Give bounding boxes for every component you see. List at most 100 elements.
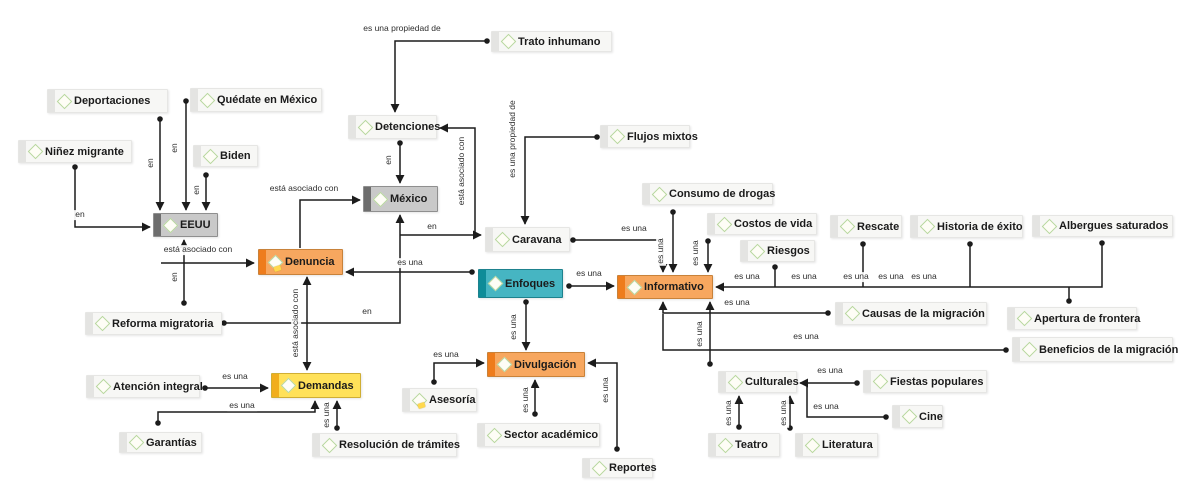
- concept-label: Literatura: [822, 439, 873, 451]
- node-color-bar: [601, 126, 608, 147]
- concept-label: Historia de éxito: [937, 220, 1023, 233]
- concept-node-riesgos[interactable]: Riesgos: [740, 240, 815, 262]
- concept-label: Niñez migrante: [45, 145, 124, 158]
- node-color-bar: [349, 116, 356, 138]
- concept-node-informativo[interactable]: Informativo: [617, 275, 713, 299]
- link-line: [662, 314, 1009, 353]
- concept-label: Garantías: [146, 436, 197, 449]
- node-color-bar: [479, 270, 486, 297]
- concept-node-beneficios-de-la-migracion[interactable]: Beneficios de la migración: [1012, 337, 1178, 362]
- concept-node-literatura[interactable]: Literatura: [795, 433, 878, 457]
- concept-node-teatro[interactable]: Teatro: [708, 433, 780, 457]
- node-color-bar: [709, 434, 716, 456]
- concept-node-historia-de-exito[interactable]: Historia de éxito: [910, 215, 1023, 238]
- concept-label: Reforma migratoria: [112, 317, 214, 330]
- concept-node-garantias[interactable]: Garantías: [119, 432, 202, 453]
- concept-label: Beneficios de la migración: [1039, 343, 1179, 356]
- concept-node-rescate[interactable]: Rescate: [830, 215, 902, 238]
- link-line: [520, 134, 600, 225]
- diamond-icon: [609, 128, 626, 145]
- diamond-icon: [27, 143, 44, 160]
- concept-label: Deportaciones: [74, 95, 151, 107]
- concept-node-resolucion-de-tramites[interactable]: Resolución de trámites: [312, 433, 461, 457]
- node-color-bar: [643, 184, 650, 204]
- concept-node-fiestas-populares[interactable]: Fiestas populares: [863, 370, 987, 393]
- diamond-icon: [626, 279, 643, 295]
- concept-label: Trato inhumano: [518, 35, 601, 48]
- diamond-icon: [56, 93, 73, 109]
- node-color-bar: [120, 433, 127, 452]
- concept-node-causas-de-la-migracion[interactable]: Causas de la migración: [835, 302, 987, 325]
- node-color-bar: [478, 424, 485, 446]
- node-color-bar: [19, 141, 26, 162]
- concept-node-asesoria[interactable]: Asesoría: [402, 388, 477, 412]
- node-color-bar: [492, 32, 499, 51]
- concept-label: Denuncia: [285, 256, 335, 268]
- node-color-bar: [154, 214, 161, 236]
- concept-node-biden[interactable]: Biden: [193, 145, 258, 167]
- link-line: [155, 400, 320, 426]
- concept-node-culturales[interactable]: Culturales: [718, 371, 799, 393]
- diamond-icon: [486, 427, 503, 443]
- link-line: [587, 358, 620, 452]
- diamond-icon: [872, 373, 889, 390]
- diamond-icon: [95, 378, 112, 395]
- concept-node-apertura-de-frontera[interactable]: Apertura de frontera: [1007, 307, 1140, 330]
- concept-node-demandas[interactable]: Demandas: [271, 373, 361, 398]
- concept-label: Sector académico: [504, 429, 599, 441]
- diamond-icon: [591, 460, 608, 476]
- diamond-icon: [727, 374, 744, 390]
- concept-node-atencion-integral[interactable]: Atención integral: [86, 375, 203, 398]
- concept-label: Flujos mixtos: [627, 130, 698, 143]
- concept-node-ninez-migrante[interactable]: Niñez migrante: [18, 140, 132, 163]
- concept-node-cine[interactable]: Cine: [892, 405, 943, 428]
- diamond-icon: [500, 33, 517, 50]
- concept-label: Teatro: [735, 439, 768, 451]
- diamond-icon: [1021, 341, 1038, 358]
- concept-node-divulgacion[interactable]: Divulgación: [487, 352, 585, 377]
- diamond-icon: [717, 437, 734, 453]
- concept-node-deportaciones[interactable]: Deportaciones: [47, 89, 168, 113]
- concept-node-enfoques[interactable]: Enfoques: [478, 269, 563, 298]
- concept-label: Consumo de drogas: [669, 188, 776, 200]
- concept-node-albergues-saturados[interactable]: Albergues saturados: [1032, 215, 1173, 237]
- link-line: [390, 38, 490, 113]
- concept-node-quedate-en-mexico[interactable]: Quédate en México: [190, 88, 322, 112]
- concept-node-denuncia[interactable]: Denuncia: [258, 249, 343, 275]
- node-color-bar: [618, 276, 625, 298]
- concept-label: Culturales: [745, 376, 799, 388]
- edit-annotation-icon: [417, 402, 426, 409]
- concept-label: Riesgos: [767, 245, 810, 257]
- concept-node-reforma-migratoria[interactable]: Reforma migratoria: [85, 312, 222, 335]
- node-color-bar: [486, 228, 493, 251]
- concept-node-eeuu[interactable]: EEUU: [153, 213, 218, 237]
- concept-node-caravana[interactable]: Caravana: [485, 227, 570, 252]
- concept-node-mexico[interactable]: México: [363, 186, 438, 212]
- concept-node-consumo-de-drogas[interactable]: Consumo de drogas: [642, 183, 776, 205]
- concept-node-sector-academico[interactable]: Sector académico: [477, 423, 600, 447]
- concept-node-trato-inhumano[interactable]: Trato inhumano: [491, 31, 612, 52]
- concept-label: Quédate en México: [217, 94, 318, 106]
- diamond-icon: [280, 377, 297, 394]
- node-color-bar: [864, 371, 871, 392]
- concept-node-costos-de-vida[interactable]: Costos de vida: [707, 213, 817, 235]
- concept-label: México: [390, 193, 428, 205]
- concept-node-flujos-mixtos[interactable]: Flujos mixtos: [600, 125, 698, 148]
- link-line: [72, 164, 151, 232]
- node-color-bar: [719, 372, 726, 392]
- concept-label: Resolución de trámites: [339, 439, 461, 451]
- concept-label: Reportes: [609, 462, 657, 474]
- link-line: [221, 214, 405, 326]
- concept-node-detenciones[interactable]: Detenciones: [348, 115, 440, 139]
- diamond-icon: [162, 217, 179, 233]
- diamond-icon: [844, 305, 861, 322]
- node-color-bar: [741, 241, 748, 261]
- concept-node-reportes[interactable]: Reportes: [582, 458, 657, 478]
- node-color-bar: [86, 313, 93, 334]
- diamond-icon: [804, 437, 821, 453]
- node-color-bar: [708, 214, 715, 234]
- node-color-bar: [488, 353, 495, 376]
- node-color-bar: [1013, 338, 1020, 361]
